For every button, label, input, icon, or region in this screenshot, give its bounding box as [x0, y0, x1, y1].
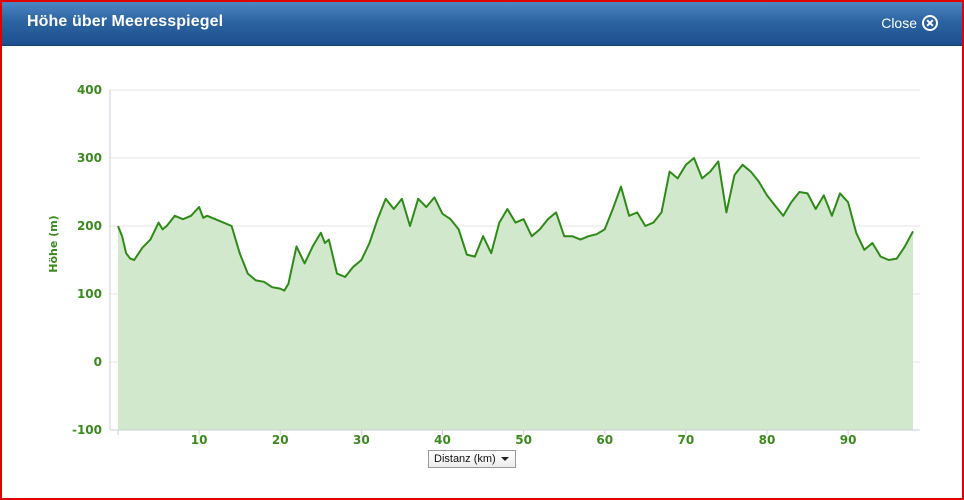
- elevation-chart: 400 300 200 100 0 -100 10 20 30 40 50 60 70 80 90 Höh…: [47, 83, 920, 446]
- x-axis-ticks: 10 20 30 40 50 60 70 80 90: [117, 430, 857, 446]
- x-axis-selector[interactable]: Distanz (km): [428, 450, 516, 468]
- x-tick-label-6: 70: [678, 433, 695, 446]
- y-tick-label-4: 0: [94, 355, 102, 369]
- elevation-line: [117, 157, 914, 292]
- title-bar: Höhe über Meeresspiegel Close: [2, 2, 962, 46]
- x-tick-label-0: 10: [191, 433, 208, 446]
- x-tick-label-3: 40: [434, 433, 451, 446]
- x-tick-label-2: 30: [353, 433, 370, 446]
- x-tick-label-8: 90: [840, 433, 857, 446]
- y-tick-label-3: 100: [77, 287, 102, 301]
- x-tick-label-7: 80: [759, 433, 776, 446]
- close-label[interactable]: Close: [881, 15, 917, 31]
- x-tick-label-4: 50: [515, 433, 532, 446]
- close-icon[interactable]: [922, 15, 938, 31]
- y-axis-ticks: 400 300 200 100 0 -100: [72, 83, 102, 437]
- close-button[interactable]: Close: [881, 14, 938, 32]
- y-axis-label: Höhe (m): [47, 215, 60, 272]
- y-tick-label-1: 300: [77, 151, 102, 165]
- x-axis-selector-value[interactable]: Distanz (km): [434, 453, 496, 465]
- x-tick-label-1: 20: [272, 433, 289, 446]
- chevron-down-icon[interactable]: [501, 457, 509, 461]
- y-tick-label-2: 200: [77, 219, 102, 233]
- y-tick-label-5: -100: [72, 423, 102, 437]
- x-tick-label-5: 60: [596, 433, 613, 446]
- dialog-title: Höhe über Meeresspiegel: [27, 13, 224, 30]
- elevation-area: [118, 158, 913, 430]
- y-tick-label-0: 400: [77, 83, 102, 97]
